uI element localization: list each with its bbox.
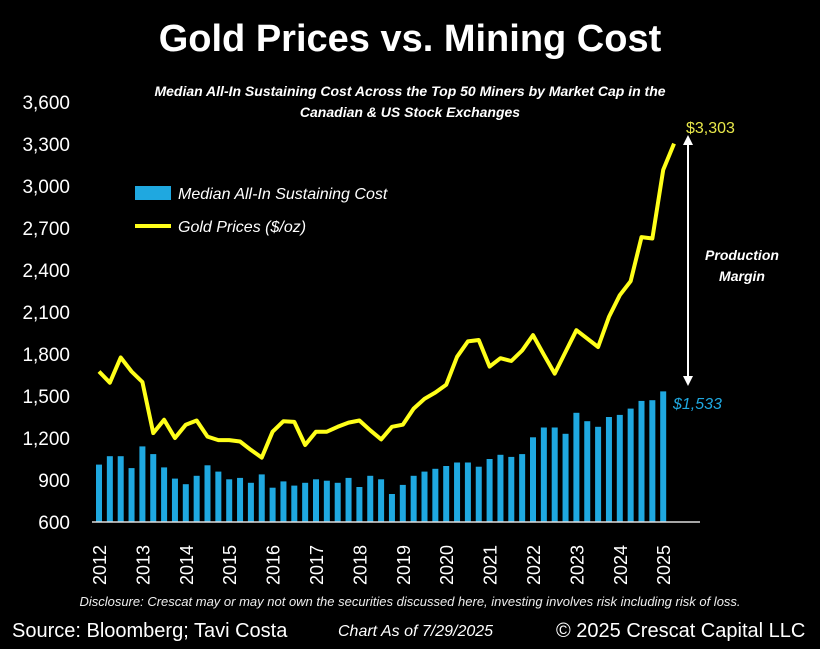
cost-bar — [193, 475, 200, 522]
legend-label-gold: Gold Prices ($/oz) — [178, 219, 306, 236]
as-of-text: Chart As of 7/29/2025 — [338, 623, 494, 640]
cost-bar — [334, 482, 341, 522]
cost-bar — [247, 482, 254, 522]
margin-label-line2: Margin — [719, 268, 765, 284]
cost-bar — [345, 477, 352, 522]
cost-bar — [432, 468, 439, 522]
cost-bar — [323, 480, 330, 522]
x-tick-label: 2024 — [611, 545, 631, 585]
cost-bar — [182, 484, 189, 522]
cost-bar — [627, 408, 634, 522]
cost-bar — [117, 456, 124, 522]
y-tick-label: 1,800 — [22, 345, 70, 366]
cost-bar — [161, 467, 168, 522]
cost-bar — [410, 475, 417, 522]
x-tick-label: 2017 — [307, 545, 327, 585]
legend-swatch-cost — [135, 186, 171, 200]
y-tick-label: 2,100 — [22, 303, 70, 324]
cost-last-label: $1,533 — [672, 396, 722, 413]
margin-label-line1: Production — [705, 247, 779, 263]
cost-bar — [551, 427, 558, 522]
cost-bar — [106, 456, 113, 522]
cost-bar — [258, 474, 265, 522]
cost-bar — [204, 465, 211, 522]
cost-bar — [595, 426, 602, 522]
disclosure-text: Disclosure: Crescat may or may not own t… — [79, 594, 741, 609]
production-margin-arrow — [683, 135, 693, 386]
cost-bar — [367, 475, 374, 522]
x-tick-label: 2021 — [481, 545, 501, 585]
cost-bar — [649, 400, 656, 522]
x-tick-label: 2015 — [220, 545, 240, 585]
cost-bar — [660, 391, 667, 522]
x-tick-label: 2019 — [394, 545, 414, 585]
y-tick-label: 2,700 — [22, 219, 70, 240]
x-tick-label: 2018 — [350, 545, 370, 585]
cost-bar — [313, 479, 319, 522]
gold-price-line — [97, 142, 676, 460]
x-tick-label: 2013 — [133, 545, 153, 585]
x-tick-label: 2016 — [264, 545, 284, 585]
source-text: Source: Bloomberg; Tavi Costa — [12, 620, 288, 642]
y-tick-label: 3,000 — [22, 177, 70, 198]
cost-bar — [378, 479, 385, 522]
cost-bar — [562, 433, 569, 522]
y-tick-label: 600 — [38, 513, 70, 534]
cost-bar — [150, 454, 157, 522]
cost-bar — [573, 412, 580, 522]
y-tick-label: 3,600 — [22, 93, 70, 114]
cost-bar — [605, 417, 612, 522]
cost-bar — [497, 454, 504, 522]
cost-bar — [302, 482, 309, 522]
x-tick-label: 2014 — [177, 545, 197, 585]
y-tick-label: 2,400 — [22, 261, 70, 282]
y-tick-label: 1,500 — [22, 387, 70, 408]
x-tick-label: 2020 — [437, 545, 457, 585]
cost-bar — [443, 466, 450, 522]
cost-bar — [475, 466, 482, 522]
cost-bar — [291, 485, 298, 522]
y-tick-label: 900 — [38, 471, 70, 492]
x-tick-label: 2022 — [524, 545, 544, 585]
cost-bar — [128, 468, 135, 522]
x-tick-label: 2012 — [90, 545, 110, 585]
cost-bar — [96, 464, 102, 522]
gold-last-label: $3,303 — [686, 120, 735, 137]
y-tick-label: 3,300 — [22, 135, 70, 156]
cost-bar — [356, 487, 363, 522]
cost-bar — [269, 487, 276, 522]
cost-bar — [399, 484, 406, 522]
cost-bar — [237, 477, 244, 522]
cost-bar — [421, 471, 428, 522]
copyright-text: © 2025 Crescat Capital LLC — [556, 620, 806, 642]
cost-bar — [584, 421, 591, 522]
cost-bar — [638, 400, 645, 522]
cost-bar — [139, 446, 146, 522]
cost-bar — [540, 427, 547, 522]
cost-bar — [464, 462, 471, 522]
cost-bar — [280, 481, 287, 522]
cost-bar — [226, 479, 233, 522]
cost-bar — [616, 414, 623, 522]
cost-bar — [454, 462, 461, 522]
cost-bar — [508, 456, 515, 522]
x-tick-label: 2023 — [567, 545, 587, 585]
cost-bar — [171, 478, 178, 522]
legend-label-cost: Median All-In Sustaining Cost — [178, 186, 388, 203]
cost-bar — [215, 471, 222, 522]
cost-bar — [388, 494, 395, 522]
chart-subtitle: Median All-In Sustaining Cost Across the… — [154, 83, 666, 120]
x-tick-label: 2025 — [654, 545, 674, 585]
cost-bar — [519, 454, 526, 522]
y-tick-label: 1,200 — [22, 429, 70, 450]
chart-title: Gold Prices vs. Mining Cost — [158, 18, 662, 60]
cost-bar — [486, 459, 493, 522]
cost-bar — [530, 437, 536, 522]
